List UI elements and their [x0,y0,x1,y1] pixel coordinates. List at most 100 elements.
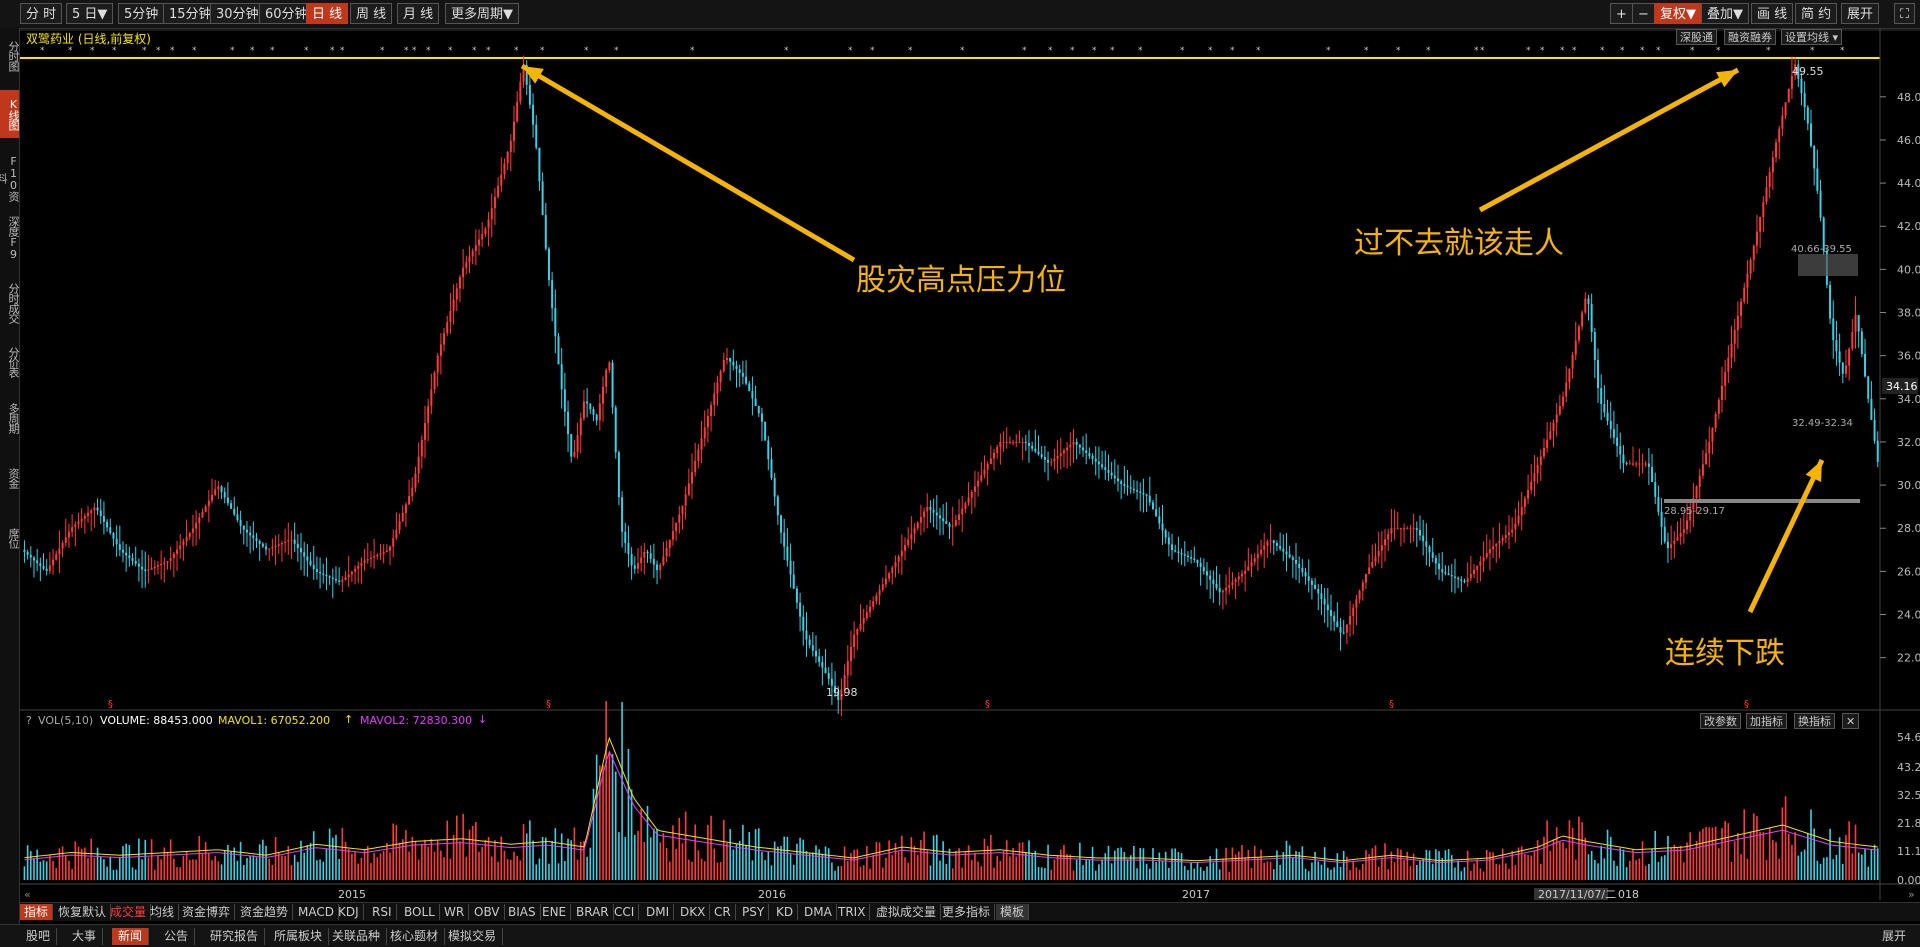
candle-body [334,579,337,581]
volume-button-1[interactable]: 加指标 [1746,713,1787,729]
info-marker-40: * [1256,46,1261,56]
period-button-0[interactable]: 分 时 [20,3,63,24]
toolbar-right-button-5[interactable]: 简 约 [1795,3,1838,24]
indicator-tab-12[interactable]: BIAS [504,904,541,920]
left-tab-6[interactable]: 多周期 [7,403,20,433]
volume-button-0[interactable]: 改参数 [1700,713,1741,729]
toolbar-right-button-0[interactable]: + [1610,3,1633,24]
news-tab-4[interactable]: 研究报告 [204,928,266,945]
news-tab-7[interactable]: 核心题材 [384,928,446,945]
left-tab-0[interactable]: 分时图 [7,41,20,71]
candle-body [290,539,293,541]
volume-bar [1803,849,1806,880]
volume-bar [831,862,833,880]
indicator-tab-2[interactable]: 成交量 [106,904,152,920]
toolbar-right-button-7[interactable]: ⛶ [1894,3,1916,24]
period-button-3[interactable]: 15分钟 [163,3,218,24]
left-tab-4[interactable]: 分时成交 [7,283,20,323]
volume-bar [866,846,868,880]
volume-bar [665,847,668,880]
volume-help[interactable]: ? [26,714,32,727]
volume-bar [173,858,175,880]
indicator-tab-25[interactable]: 模板 [996,904,1030,920]
volume-bar [1673,844,1676,880]
period-button-9[interactable]: 更多周期▼ [445,3,519,24]
candle-body [1641,463,1644,465]
volume-button-3[interactable]: ✕ [1842,713,1860,729]
volume-bar [1756,816,1758,880]
volume-bar [805,851,808,880]
left-tab-7[interactable]: 资金 [7,468,20,488]
indicator-tab-19[interactable]: PSY [738,904,770,920]
indicator-tab-15[interactable]: CCI [610,904,640,920]
left-tab-8[interactable]: 席位 [7,528,20,548]
news-tab-8[interactable]: 模拟交易 [442,928,504,945]
indicator-tab-18[interactable]: CR [710,904,736,920]
indicator-tab-23[interactable]: 虚拟成交量 [872,904,942,920]
toolbar-right-button-6[interactable]: 展开 [1841,3,1880,24]
period-button-2[interactable]: 5分钟 [118,3,165,24]
volume-bar [1829,828,1831,880]
indicator-tab-24[interactable]: 更多指标 [938,904,996,920]
candle-body [1291,557,1294,560]
left-tab-5[interactable]: 分价表 [7,347,20,377]
candle-body [993,452,996,459]
candle-body [811,645,814,651]
period-button-5[interactable]: 60分钟 [259,3,314,24]
toolbar-right-button-3[interactable]: 叠加▼ [1701,3,1749,24]
header-button-2[interactable]: 设置均线 ▾ [1781,29,1843,45]
volume-bar [525,833,528,880]
candle-body [1457,577,1460,580]
period-button-6[interactable]: 日 线 [306,3,349,24]
indicator-tab-6[interactable]: MACD [294,904,339,920]
candle-body [55,554,58,560]
news-tab-3[interactable]: 公告 [158,928,196,945]
news-tab-5[interactable]: 所属板块 [268,928,330,945]
toolbar-right-button-2[interactable]: 复权▼ [1654,3,1702,24]
candle-body [891,567,894,574]
indicator-tab-4[interactable]: 资金博弈 [178,904,236,920]
period-button-4[interactable]: 30分钟 [210,3,265,24]
news-tab-0[interactable]: 股吧 [20,928,58,945]
indicator-tab-9[interactable]: BOLL [400,904,440,920]
indicator-tab-7[interactable]: KDJ [334,904,364,920]
left-tab-3[interactable]: 深度F9 [7,216,20,260]
candle-body [385,550,388,553]
indicator-tab-22[interactable]: TRIX [834,904,871,920]
info-marker-5: * [156,46,161,56]
toolbar-right-button-4[interactable]: 画 线 [1751,3,1794,24]
indicator-tab-5[interactable]: 资金趋势 [236,904,294,920]
header-button-0[interactable]: 深股通 [1676,29,1717,45]
header-button-1[interactable]: 融资融券 [1724,29,1776,45]
indicator-tab-0[interactable]: 指标 [20,904,54,920]
indicator-tab-17[interactable]: DKX [676,904,711,920]
indicator-tab-21[interactable]: DMA [800,904,837,920]
volume-bar [802,839,805,880]
news-tab-2[interactable]: 新闻 [112,928,150,945]
news-tab-6[interactable]: 关联品种 [326,928,388,945]
volume-bar [945,863,948,880]
indicator-tab-11[interactable]: OBV [470,904,505,920]
toolbar-right-button-1[interactable]: − [1632,3,1655,24]
indicator-tab-13[interactable]: ENE [538,904,572,920]
period-button-1[interactable]: 5 日▼ [66,3,114,24]
indicator-tab-10[interactable]: WR [440,904,470,920]
volume-button-2[interactable]: 换指标 [1794,713,1835,729]
indicator-tab-14[interactable]: BRAR [572,904,614,920]
news-tab-1[interactable]: 大事 [66,928,104,945]
indicator-tab-20[interactable]: KD [772,904,799,920]
indicator-tab-3[interactable]: 均线 [146,904,180,920]
volume-bar [147,857,150,880]
period-button-7[interactable]: 周 线 [350,3,393,24]
indicator-tab-16[interactable]: DMI [642,904,675,920]
candle-body [999,441,1002,448]
expand-button[interactable]: 展开 [1882,929,1907,943]
indicator-tab-1[interactable]: 恢复默认 [54,904,112,920]
left-tab-2[interactable]: F10资料 [0,155,20,201]
kline-chart[interactable]: * * * * * * * * * * * * * * * * * * * * * * * * * * * * * * * * * * * * * * * *… [20,28,1920,900]
left-tab-1[interactable]: K线图 [0,90,20,138]
period-button-8[interactable]: 月 线 [397,3,440,24]
volume-bar [293,854,296,880]
indicator-tab-8[interactable]: RSI [368,904,397,920]
candle-body [843,675,846,690]
